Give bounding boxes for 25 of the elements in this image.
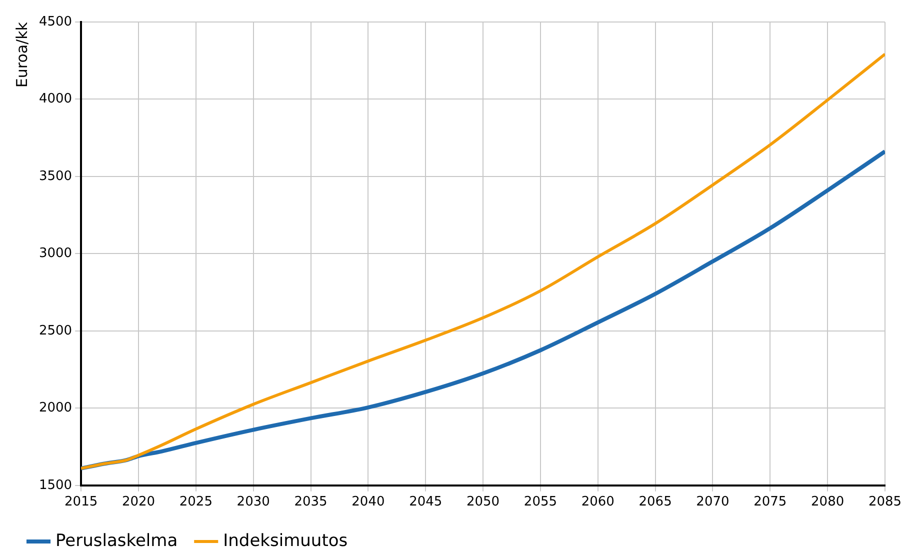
y-tick-label: 4500: [38, 14, 72, 30]
x-tick-label: 2070: [696, 494, 730, 510]
x-tick-label: 2020: [122, 494, 156, 510]
y-tick-label: 2000: [38, 400, 72, 416]
y-tick-label: 3500: [38, 168, 72, 184]
x-tick-label: 2055: [524, 494, 558, 510]
x-tick-label: 2035: [294, 494, 328, 510]
x-tick-label: 2065: [638, 494, 672, 510]
x-tick-label: 2050: [466, 494, 500, 510]
x-tick-label: 2030: [236, 494, 270, 510]
x-tick-label: 2015: [64, 494, 98, 510]
y-tick-label: 3000: [38, 246, 72, 262]
x-tick-label: 2040: [352, 494, 385, 510]
x-tick-label: 2075: [754, 494, 787, 510]
x-tick-label: 2085: [868, 494, 902, 510]
legend-label: Indeksimuutos: [223, 530, 348, 551]
legend-label: Peruslaskelma: [56, 530, 178, 551]
x-tick-label: 2060: [581, 494, 614, 510]
y-tick-label: 1500: [38, 478, 72, 493]
x-tick-label: 2045: [409, 494, 442, 510]
y-tick-label: 4000: [38, 92, 72, 107]
x-tick-label: 2025: [179, 494, 212, 510]
y-tick-label: 2500: [38, 323, 72, 338]
y-axis-title: Euroa/kk: [12, 22, 31, 88]
x-tick-label: 2080: [811, 494, 844, 510]
